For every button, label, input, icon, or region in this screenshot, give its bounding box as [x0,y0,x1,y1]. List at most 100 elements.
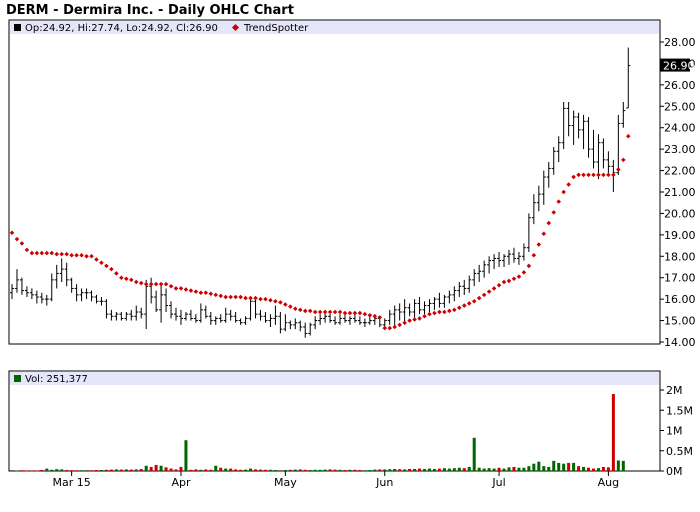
trendspotter-point [203,290,209,295]
ohlc-bar [169,301,174,319]
ohlc-bar [497,252,502,267]
ohlc-bar [606,151,611,175]
price-axis: 28.0027.0026.0025.0024.0023.0022.0021.00… [660,36,696,349]
ohlc-bar [442,294,447,308]
volume-bar [278,470,282,472]
ohlc-bar [447,290,452,304]
ohlc-bar [268,314,273,327]
volume-bar [119,469,123,471]
x-tick-label: Apr [171,476,191,489]
volume-bar [378,469,382,471]
trendspotter-point [133,279,139,285]
volume-bar [60,469,64,471]
ohlc-bar [263,312,268,323]
x-tick-label: Jun [375,476,393,489]
volume-bar [169,468,173,471]
price-tick-label: 21.00 [664,186,696,199]
ohlc-bar [347,316,352,325]
trendspotter-point [452,307,457,313]
trendspotter-point [387,325,392,331]
ohlc-bar [541,170,546,205]
trendspotter-point [342,310,348,316]
volume-tick-label: 1.5M [666,404,693,417]
ohlc-bar [531,194,536,225]
volume-bar [288,469,292,471]
price-tick-label: 28.00 [664,36,696,49]
price-tick-label: 22.00 [664,165,696,178]
ohlc-bar [223,307,228,323]
trendspotter-point [312,309,318,315]
ohlc-bar [10,284,14,300]
price-panel-header [10,21,659,34]
ohlc-bar [596,134,601,180]
ohlc-bar [328,314,333,323]
ohlc-bar [183,312,188,321]
volume-bar [209,469,213,471]
volume-axis: 2M 1.5M 1M 0.5M 0M [660,384,693,478]
trendspotter-point [521,270,527,275]
trendspotter-point [322,309,328,315]
ohlc-bar [313,316,318,330]
volume-bar [30,470,34,472]
trendspotter-point [193,289,199,294]
volume-bar [239,469,243,471]
volume-bar [229,468,233,471]
volume-bar [497,467,501,471]
trendspotter-point [466,301,472,306]
volume-bar [189,469,193,471]
ohlc-bar [412,299,417,319]
volume-bar [442,468,446,471]
trendspotter-point [143,281,149,287]
trendspotter-point [412,317,417,322]
ohlc-bar [258,309,263,321]
trendspotter-point [302,308,308,314]
volume-bar [393,468,397,471]
trendspotter-point [163,281,169,287]
price-tick-label: 20.00 [664,207,696,220]
ohlc-bar [238,318,243,325]
volume-tick-label: 1M [666,425,683,438]
volume-bar [522,467,526,471]
ohlc-bar [154,290,159,312]
volume-bar [537,461,541,471]
volume-bar [313,469,317,471]
trendspotter-point [481,292,487,298]
volume-bar [542,466,546,471]
ohlc-bar [34,290,39,304]
ohlc-bar [407,303,412,317]
volume-bar [94,469,98,471]
volume-bar [477,467,481,471]
trendspotter-point [516,274,522,279]
volume-bar [204,469,208,471]
price-tick-label: 19.00 [664,229,696,242]
ohlc-bar [492,254,497,270]
trendspotter-point [158,281,164,287]
trendspotter-point [526,263,532,269]
trendspotter-point [352,310,358,316]
price-tick-label: 17.00 [664,272,696,285]
price-tick-label: 23.00 [664,143,696,156]
volume-bar [601,466,605,471]
ohlc-bar [472,269,477,287]
trendspotter-point [208,291,214,297]
ohlc-bar [427,299,432,312]
volume-bars [10,394,625,472]
volume-bar [154,464,158,471]
trendspotter-point [392,324,397,330]
last-price-box [660,58,690,72]
trendspotter-point [367,312,373,318]
trendspotter-point [491,286,497,291]
volume-bar [20,470,24,472]
trendspotter-point [273,299,278,304]
trendspotter-point [44,250,50,256]
volume-bar [303,469,307,471]
trendspotter-point [447,308,452,314]
volume-bar [418,468,422,471]
ohlc-bar [338,314,343,325]
trendspotter-point [14,236,20,242]
volume-bar [472,437,476,471]
ohlc-bar [362,318,367,327]
trendspotter-point [362,311,368,317]
ohlc-bar [417,297,422,315]
